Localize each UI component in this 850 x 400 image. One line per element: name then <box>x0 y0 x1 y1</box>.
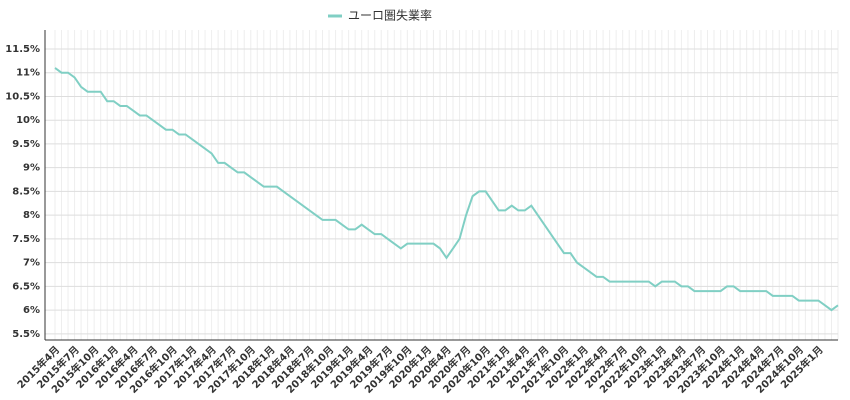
y-tick-label: 7.5% <box>12 234 40 245</box>
y-tick-label: 8% <box>23 210 40 221</box>
y-tick-label: 6% <box>23 305 40 316</box>
line <box>54 67 839 312</box>
y-tick-label: 5.5% <box>12 329 40 340</box>
y-tick-label: 11% <box>16 68 40 79</box>
y-tick-label: 8.5% <box>12 186 40 197</box>
y-tick-label: 10% <box>16 115 40 126</box>
y-tick-label: 9% <box>23 163 40 174</box>
y-tick-label: 9.5% <box>12 139 40 150</box>
y-tick-label: 11.5% <box>5 44 40 55</box>
y-tick-label: 10.5% <box>5 91 40 102</box>
legend-label: ユーロ圏失業率 <box>348 8 432 23</box>
y-tick-label: 7% <box>23 258 40 269</box>
y-tick-label: 6.5% <box>12 281 40 292</box>
